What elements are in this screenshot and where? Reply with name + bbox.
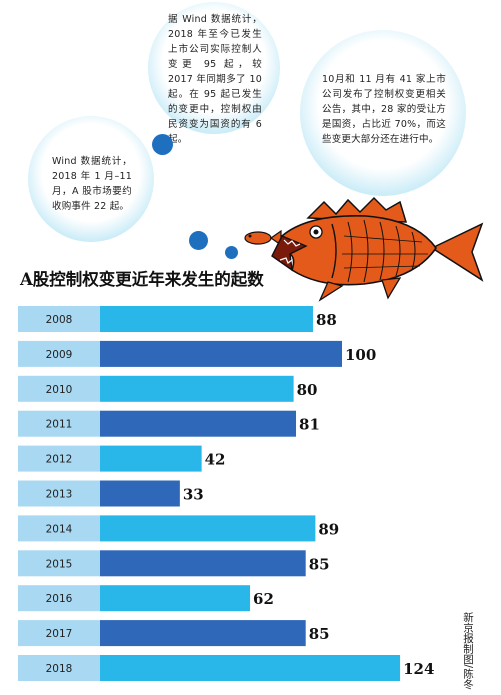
bar <box>100 445 202 472</box>
category-label: 2017 <box>46 628 73 640</box>
bar <box>100 480 180 507</box>
top-bubble: 据 Wind 数据统计，2018 年至今已发生上市公司实际控制人变更 95 起，… <box>148 2 280 145</box>
bubble-dot-large <box>152 134 173 155</box>
category-box <box>18 410 100 437</box>
category-label: 2012 <box>46 454 73 466</box>
value-label: 81 <box>299 416 320 434</box>
category-box <box>18 585 100 612</box>
bar <box>100 375 294 402</box>
category-box <box>18 340 100 367</box>
bar <box>100 585 251 612</box>
category-label: 2011 <box>46 419 73 431</box>
category-label: 2016 <box>46 593 73 605</box>
value-label: 62 <box>253 590 274 608</box>
category-box <box>18 306 100 332</box>
category-label: 2009 <box>46 349 73 361</box>
category-label: 2015 <box>46 558 73 570</box>
category-label: 2014 <box>46 523 73 535</box>
value-label: 42 <box>205 451 226 469</box>
left-bubble: Wind 数据统计，2018 年 1 月–11 月，A 股市场要约收购事件 22… <box>28 116 154 242</box>
big-fish-icon <box>271 196 484 302</box>
category-label: 2018 <box>46 663 73 675</box>
bar <box>100 655 401 681</box>
value-label: 85 <box>309 555 330 573</box>
right-bubble-text: 10月和 11 月有 41 家上市公司发布了控制权变更相关公告，其中，28 家的… <box>322 74 446 145</box>
category-label: 2008 <box>46 314 73 326</box>
category-box <box>18 480 100 507</box>
top-bubble-text: 据 Wind 数据统计，2018 年至今已发生上市公司实际控制人变更 95 起，… <box>168 14 262 145</box>
category-label: 2013 <box>46 489 73 501</box>
bar <box>100 340 342 367</box>
category-box <box>18 375 100 402</box>
left-bubble-text: Wind 数据统计，2018 年 1 月–11 月，A 股市场要约收购事件 22… <box>52 156 132 212</box>
chart-title: A股控制权变更近年来发生的起数 <box>20 270 264 289</box>
bubble-dot-medium <box>189 231 208 250</box>
bar <box>100 550 306 577</box>
right-bubble: 10月和 11 月有 41 家上市公司发布了控制权变更相关公告，其中，28 家的… <box>300 30 466 196</box>
value-label: 85 <box>309 625 330 643</box>
category-label: 2010 <box>46 384 73 396</box>
value-label: 33 <box>183 486 204 504</box>
value-label: 88 <box>316 311 337 329</box>
value-label: 80 <box>297 381 318 399</box>
category-box <box>18 620 100 647</box>
value-label: 89 <box>318 520 339 538</box>
bar <box>100 620 306 647</box>
category-box <box>18 655 100 681</box>
category-box <box>18 515 100 542</box>
bar <box>100 410 297 437</box>
category-box <box>18 445 100 472</box>
bubble-dot-small <box>225 246 238 259</box>
value-label: 100 <box>345 346 376 364</box>
value-label: 124 <box>403 660 434 678</box>
fish-illustration <box>244 196 484 302</box>
bar <box>100 306 313 332</box>
bar <box>100 515 316 542</box>
category-box <box>18 550 100 577</box>
credit-line: 新京报制图/陈冬 <box>462 612 474 690</box>
